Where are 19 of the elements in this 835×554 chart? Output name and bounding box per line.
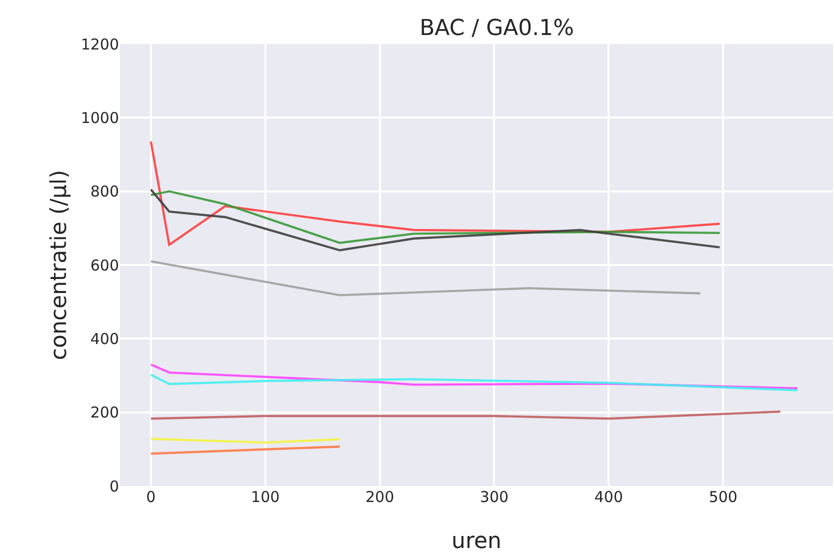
y-tick-label: 1200 <box>80 35 119 54</box>
y-tick-label: 1000 <box>80 108 119 127</box>
x-tick-label: 300 <box>480 488 509 506</box>
y-tick-label: 800 <box>90 182 119 201</box>
x-tick-label: 400 <box>594 488 624 506</box>
line-series <box>150 363 799 390</box>
line-series <box>150 374 799 392</box>
y-tick-label: 600 <box>90 256 119 274</box>
y-tick-label: 200 <box>90 404 119 422</box>
line-series <box>150 260 702 296</box>
x-tick-label: 500 <box>708 488 738 506</box>
chart-title: BAC / GA0.1% <box>420 16 574 41</box>
y-axis-title: concentratie (/µl) <box>47 170 72 360</box>
line-series <box>150 140 721 246</box>
x-tick-label: 0 <box>146 488 156 506</box>
y-tick-label: 400 <box>90 330 119 348</box>
x-axis-title: uren <box>452 529 502 554</box>
x-tick-label: 100 <box>251 488 280 506</box>
x-tick-label: 200 <box>365 488 394 506</box>
